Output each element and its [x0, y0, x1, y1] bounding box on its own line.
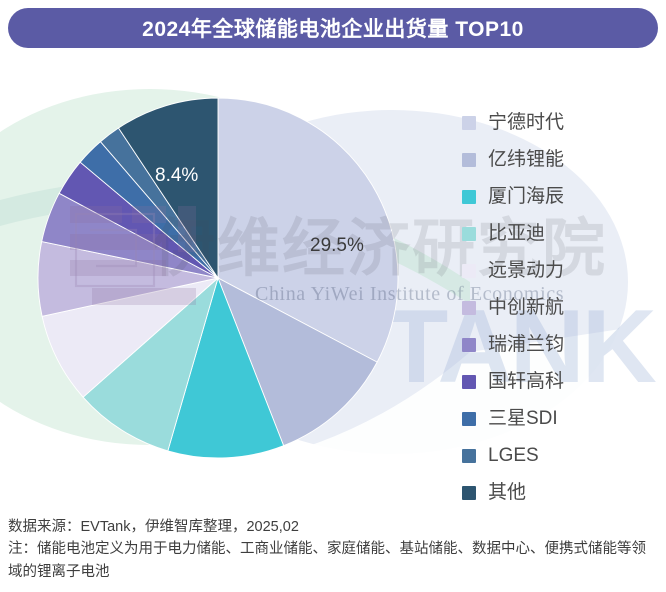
footer-source: 数据来源：EVTank，伊维智库整理，2025,02 — [8, 519, 299, 535]
legend-item[interactable]: 亿纬锂能 — [462, 141, 662, 178]
pie-slice-label: 29.5% — [310, 235, 364, 256]
legend-swatch-icon — [462, 485, 476, 500]
chart-title-bar: 2024年全球储能电池企业出货量 TOP10 — [8, 8, 658, 48]
legend-item-label: 比亚迪 — [488, 223, 546, 244]
legend-item-label: 中创新航 — [488, 297, 565, 318]
legend-swatch-icon — [462, 152, 476, 167]
pie-slice[interactable] — [41, 277, 220, 398]
pie-slice[interactable] — [217, 277, 378, 447]
legend-swatch-icon — [462, 411, 476, 426]
legend-item-label: 三星SDI — [488, 408, 558, 429]
legend-item[interactable]: 其他 — [462, 474, 662, 511]
legend-swatch-icon — [462, 226, 476, 241]
legend-item-label: 宁德时代 — [488, 112, 565, 133]
legend-swatch-icon — [462, 374, 476, 389]
page-title: 2024年全球储能电池企业出货量 TOP10 — [142, 18, 524, 41]
legend-item[interactable]: LGES — [462, 437, 662, 474]
legend-item-label: 瑞浦兰钧 — [488, 334, 565, 355]
legend-item[interactable]: 远景动力 — [462, 252, 662, 289]
legend-item-label: 亿纬锂能 — [488, 149, 565, 170]
legend-item-label: 国轩高科 — [488, 371, 565, 392]
pie-chart: 29.5% 8.4% — [0, 52, 450, 472]
legend-item-label: 远景动力 — [488, 260, 565, 281]
pie-slice[interactable] — [82, 276, 219, 452]
legend-swatch-icon — [462, 115, 476, 130]
legend-item[interactable]: 瑞浦兰钧 — [462, 326, 662, 363]
legend-item[interactable]: 三星SDI — [462, 400, 662, 437]
legend-item[interactable]: 国轩高科 — [462, 363, 662, 400]
legend-swatch-icon — [462, 189, 476, 204]
legend-item-label: LGES — [488, 445, 539, 466]
legend-item[interactable]: 宁德时代 — [462, 104, 662, 141]
legend-item-label: 其他 — [488, 482, 527, 503]
pie-slice-label: 8.4% — [155, 165, 199, 186]
legend-swatch-icon — [462, 448, 476, 463]
legend-swatch-icon — [462, 300, 476, 315]
legend-swatch-icon — [462, 263, 476, 278]
chart-legend: 宁德时代亿纬锂能厦门海辰比亚迪远景动力中创新航瑞浦兰钧国轩高科三星SDI LGES… — [462, 104, 662, 511]
legend-item[interactable]: 中创新航 — [462, 289, 662, 326]
pie-chart-svg — [37, 97, 399, 459]
footer-note: 注：储能电池定义为用于电力储能、工商业储能、家庭储能、基站储能、数据中心、便携式… — [8, 541, 646, 580]
footer-notes: 数据来源：EVTank，伊维智库整理，2025,02 注：储能电池定义为用于电力… — [8, 516, 658, 583]
legend-item[interactable]: 比亚迪 — [462, 215, 662, 252]
legend-swatch-icon — [462, 337, 476, 352]
pie-slice[interactable] — [117, 97, 219, 280]
pie-slice[interactable] — [217, 97, 399, 363]
legend-item[interactable]: 厦门海辰 — [462, 178, 662, 215]
pie-slice[interactable] — [167, 276, 285, 459]
legend-item-label: 厦门海辰 — [488, 186, 565, 207]
